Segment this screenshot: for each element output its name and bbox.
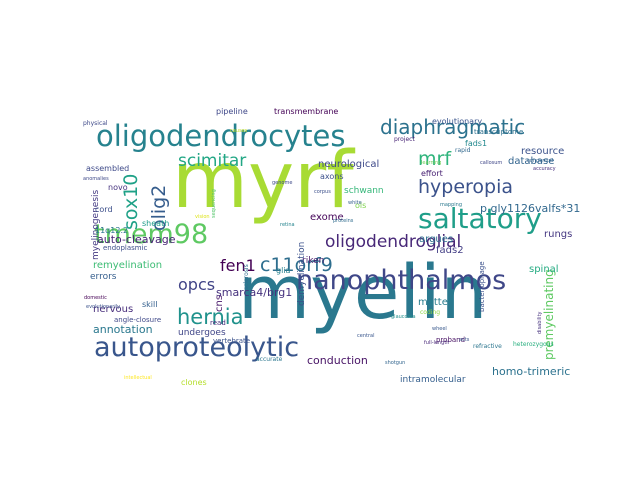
word-74: sclerosis xyxy=(243,264,250,290)
word-40: transmembrane xyxy=(274,107,338,116)
word-66: physical xyxy=(83,120,108,127)
word-97: sequencing xyxy=(211,189,217,218)
word-35: remyelination xyxy=(93,260,162,271)
word-39: evolutionary xyxy=(432,117,482,126)
word-49: novo xyxy=(108,183,128,192)
word-50: sheath xyxy=(142,219,169,228)
word-4: autoproteolytic xyxy=(94,332,299,363)
word-8: diaphragmatic xyxy=(380,115,525,139)
word-87: acts xyxy=(459,337,470,343)
word-81: shotgun xyxy=(385,360,405,366)
word-93: vision xyxy=(195,214,210,220)
word-28: fads2 xyxy=(436,245,464,256)
word-19: auto-cleavage xyxy=(97,233,176,246)
word-32: rungs xyxy=(544,229,572,240)
word-1: myelin xyxy=(238,250,487,336)
word-7: oligodendroglial xyxy=(325,232,461,252)
word-2: oligodendrocytes xyxy=(96,119,346,153)
word-43: axons xyxy=(320,172,344,181)
word-73: accurate xyxy=(256,356,283,363)
word-13: mrf xyxy=(418,148,452,170)
word-77: genome xyxy=(272,180,292,186)
word-26: exome xyxy=(310,212,344,223)
word-37: undergoes xyxy=(178,328,226,338)
word-25: neurological xyxy=(318,159,379,170)
word-91: domestic xyxy=(84,295,107,301)
word-21: premyelinating xyxy=(542,269,556,360)
word-75: mapping xyxy=(440,202,462,208)
word-58: skill xyxy=(142,300,157,309)
word-53: errors xyxy=(90,272,117,282)
word-80: disability xyxy=(537,311,543,334)
word-48: transcriptome xyxy=(474,128,523,136)
word-15: olig2 xyxy=(148,185,170,231)
word-17: opcs xyxy=(178,275,215,294)
word-63: vertebrate xyxy=(213,337,250,345)
word-36: nervous xyxy=(93,304,133,315)
word-60: clones xyxy=(181,378,207,387)
word-23: conduction xyxy=(307,354,368,367)
word-5: saltatory xyxy=(418,202,542,235)
word-6: tmem98 xyxy=(94,219,208,250)
word-44: demyelination xyxy=(297,242,307,306)
word-45: schwann xyxy=(344,186,384,196)
word-30: resource xyxy=(521,146,564,157)
word-56: cns xyxy=(214,295,225,312)
word-59: read xyxy=(210,319,226,327)
word-22: annotation xyxy=(93,323,153,336)
word-72: bacteriophage xyxy=(478,261,486,312)
word-65: refractive xyxy=(473,343,502,350)
word-41: pipeline xyxy=(216,107,248,116)
word-12: scimitar xyxy=(178,151,246,171)
word-96: proteins xyxy=(333,218,354,224)
word-76: corpus xyxy=(314,189,331,195)
word-27: riken xyxy=(302,256,324,266)
word-84: full-length xyxy=(424,340,449,346)
word-78: central xyxy=(357,333,374,339)
word-69: callosum xyxy=(480,160,502,166)
word-51: myelinogenesis xyxy=(91,189,101,260)
word-92: evolutionarily xyxy=(86,304,120,310)
word-95: causes xyxy=(230,128,248,134)
word-31: argues xyxy=(419,234,453,245)
word-33: spinal xyxy=(529,264,559,275)
word-24: homo-trimeric xyxy=(492,365,570,378)
word-68: rapid xyxy=(455,147,471,154)
word-86: white xyxy=(348,200,362,206)
word-94: retina xyxy=(280,222,295,228)
word-3: nanophthalmos xyxy=(296,265,506,296)
word-79: glaucoma xyxy=(391,314,416,320)
word-42: assembled xyxy=(86,164,129,173)
word-46: effort xyxy=(421,169,443,178)
word-34: matter xyxy=(418,297,453,308)
word-82: coding xyxy=(420,309,440,316)
word-64: proband xyxy=(436,336,465,344)
word-10: hernia xyxy=(177,305,244,329)
word-11: c11orf9 xyxy=(260,254,333,276)
word-14: sox10 xyxy=(120,174,142,230)
word-88: heterozygous xyxy=(513,341,554,348)
word-57: glia xyxy=(276,266,291,275)
word-85: learning xyxy=(421,160,441,166)
word-89: intellectual xyxy=(124,375,152,381)
word-71: accuracy xyxy=(533,166,556,172)
word-54: cord xyxy=(95,205,113,214)
word-67: project xyxy=(394,136,415,143)
word-38: intramolecular xyxy=(400,375,466,385)
word-20: smarca4/brg1 xyxy=(216,286,292,299)
word-61: ols xyxy=(355,201,366,210)
word-18: p.gly1126valfs*31 xyxy=(480,202,580,215)
word-16: fen1 xyxy=(220,256,256,275)
word-83: wheel xyxy=(432,326,447,332)
word-70: congenital xyxy=(527,158,553,164)
word-90: anomalies xyxy=(83,176,109,182)
word-62: angle-closure xyxy=(114,316,161,324)
word-52: endoplasmic xyxy=(103,244,148,252)
word-0: myrf xyxy=(172,136,355,226)
word-55: 11q12.2 xyxy=(95,226,128,235)
word-47: fads1 xyxy=(465,139,487,148)
word-9: hyperopia xyxy=(418,176,513,198)
word-29: database xyxy=(508,156,554,167)
